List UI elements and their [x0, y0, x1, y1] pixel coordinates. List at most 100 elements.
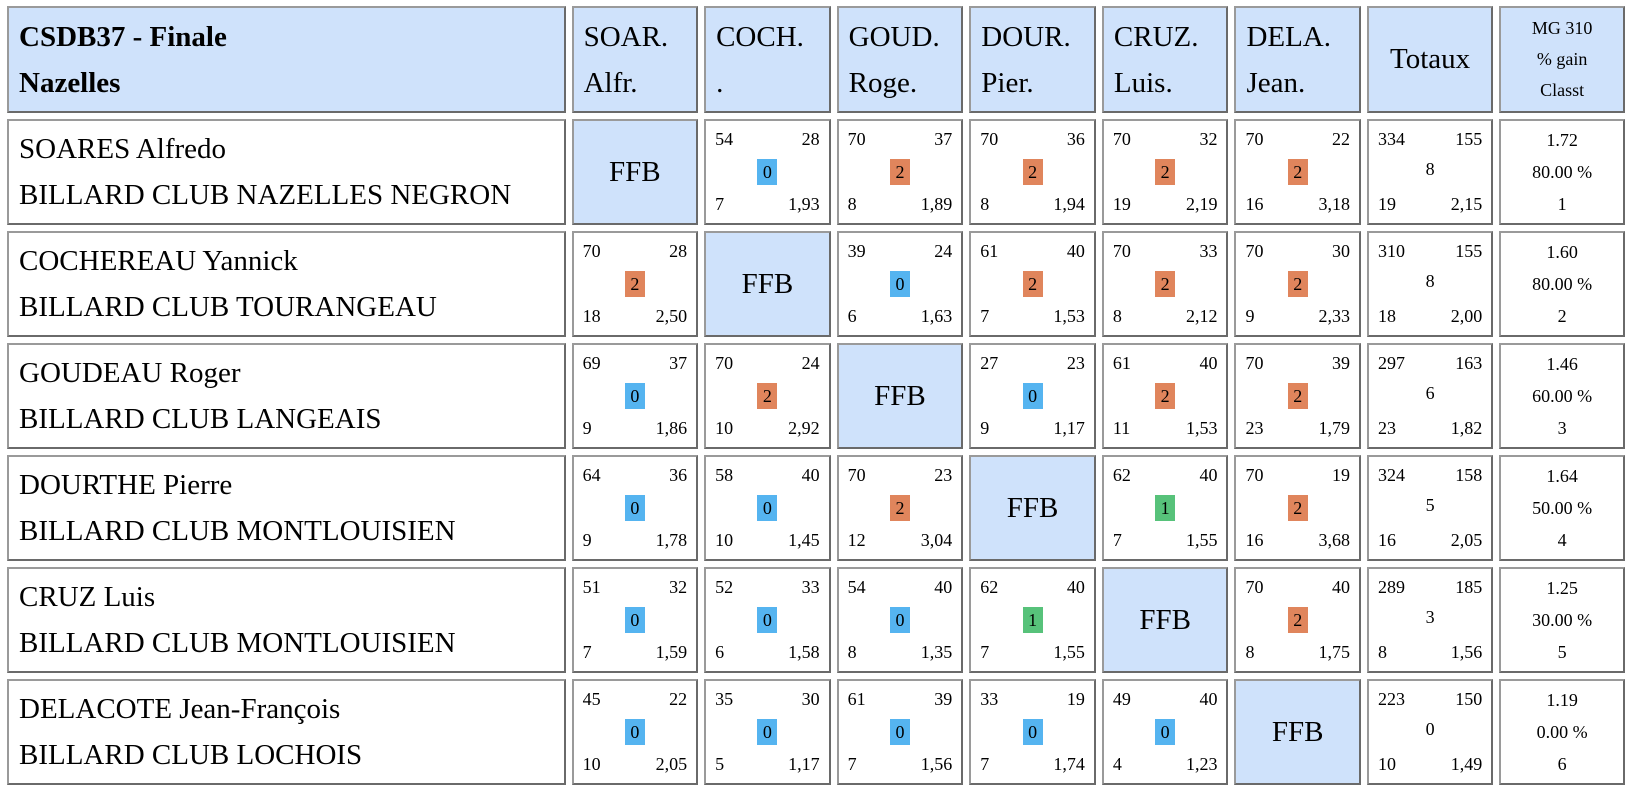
- innings: 8: [847, 642, 857, 662]
- match-cell: 70 22 2 16 3,18: [1234, 119, 1361, 225]
- gain-percent: 50.00 %: [1532, 498, 1593, 518]
- result-badge: 0: [889, 607, 910, 633]
- result-wrap: 0: [706, 159, 829, 185]
- player-row: GOUDEAU Roger BILLARD CLUB LANGEAIS 69 37 0 9…: [7, 343, 1625, 449]
- points: 70: [1245, 577, 1264, 597]
- innings: 16: [1245, 530, 1264, 550]
- general-average: 1.19: [1546, 690, 1578, 710]
- points: 70: [1112, 129, 1131, 149]
- match-cell: 70 36 2 8 1,94: [969, 119, 1096, 225]
- col-header-abbr: DELA.: [1246, 20, 1332, 53]
- totals-grid: 334 155 8 19 2,15: [1369, 121, 1491, 223]
- best-series: 19: [1066, 689, 1085, 709]
- player-club: BILLARD CLUB TOURANGEAU: [19, 291, 437, 323]
- result-wrap: 0: [574, 495, 697, 521]
- mg-cell: 1.72 80.00 % 1: [1499, 119, 1625, 225]
- average: 1,53: [1185, 418, 1218, 438]
- best-series: 40: [1199, 465, 1218, 485]
- player-row: COCHEREAU Yannick BILLARD CLUB TOURANGEAU…: [7, 231, 1625, 337]
- totals-grid: 310 155 8 18 2,00: [1369, 233, 1491, 335]
- innings: 8: [1112, 306, 1122, 326]
- match-cell: 49 40 0 4 1,23: [1101, 679, 1229, 785]
- innings: 7: [582, 642, 592, 662]
- points: 33: [980, 689, 999, 709]
- innings: 12: [847, 530, 866, 550]
- result-badge: 2: [1155, 271, 1176, 297]
- total-match-points: 8: [1425, 159, 1435, 179]
- ffb-cell: FFB: [1234, 679, 1361, 785]
- innings: 7: [980, 754, 990, 774]
- innings: 16: [1245, 194, 1264, 214]
- average: 1,55: [1185, 530, 1218, 550]
- best-series: 32: [1199, 129, 1218, 149]
- result-badge: 2: [1155, 383, 1176, 409]
- average: 3,68: [1318, 530, 1350, 550]
- player-name: COCHEREAU Yannick: [19, 245, 298, 277]
- innings: 16: [1377, 530, 1396, 550]
- match-cell: 51 32 0 7 1,59: [571, 567, 699, 673]
- col-header-first: Roge.: [848, 66, 918, 99]
- general-average: 1.72: [1546, 130, 1578, 150]
- result-wrap: 2: [1236, 607, 1359, 633]
- best-series: 23: [934, 465, 953, 485]
- best-series: 22: [1331, 129, 1350, 149]
- match-cell: 70 24 2 10 2,92: [704, 343, 831, 449]
- best-series: 40: [1199, 353, 1218, 373]
- col-header-2: COCH..: [704, 6, 831, 113]
- best-series: 155: [1455, 241, 1483, 261]
- innings: 9: [582, 418, 592, 438]
- result-wrap: 2: [706, 383, 829, 409]
- best-series: 40: [1331, 577, 1350, 597]
- result-wrap: 2: [971, 271, 1094, 297]
- gain-header-line: % gain: [1536, 49, 1588, 69]
- best-series: 24: [934, 241, 953, 261]
- result-wrap: 1: [971, 607, 1094, 633]
- best-series: 40: [1199, 689, 1218, 709]
- points: 70: [582, 241, 601, 261]
- player-club: BILLARD CLUB MONTLOUISIEN: [19, 627, 456, 659]
- innings: 6: [847, 306, 857, 326]
- ranking: 3: [1557, 418, 1567, 438]
- average: 1,59: [655, 642, 688, 662]
- best-series: 39: [934, 689, 953, 709]
- results-body: CSDB37 - Finale Nazelles SOAR. Alfr. COCH…: [7, 6, 1625, 785]
- best-series: 30: [1331, 241, 1350, 261]
- player-club: BILLARD CLUB NAZELLES NEGRON: [19, 179, 512, 211]
- result-wrap: 6: [1369, 383, 1491, 404]
- match-cell: 27 23 0 9 1,17: [969, 343, 1096, 449]
- match-cell: 33 19 0 7 1,74: [969, 679, 1096, 785]
- innings: 9: [980, 418, 990, 438]
- average: 2,12: [1185, 306, 1218, 326]
- match-grid: 70 37 2 8 1,89: [839, 121, 962, 223]
- match-cell: 54 40 0 8 1,35: [836, 567, 964, 673]
- best-series: 40: [1066, 577, 1085, 597]
- ffb-cell: FFB: [571, 119, 699, 225]
- average: 1,23: [1185, 754, 1218, 774]
- result-wrap: 3: [1369, 607, 1491, 628]
- innings: 7: [1112, 530, 1122, 550]
- player-row: CRUZ Luis BILLARD CLUB MONTLOUISIEN 5 1 32 0 7…: [7, 567, 1625, 673]
- result-badge: 0: [1022, 383, 1043, 409]
- best-series: 32: [669, 577, 688, 597]
- general-average: 1.60: [1546, 242, 1578, 262]
- result-badge: 2: [1022, 159, 1043, 185]
- player-cell: CRUZ Luis BILLARD CLUB MONTLOUISIEN: [7, 567, 566, 673]
- result-badge: 2: [1287, 383, 1308, 409]
- points: 49: [1112, 689, 1131, 709]
- innings: 23: [1377, 418, 1396, 438]
- result-badge: 2: [1287, 271, 1308, 297]
- totals-grid: 289 185 3 8 1,56: [1369, 569, 1491, 671]
- ranking: 5: [1557, 642, 1567, 662]
- innings: 7: [847, 754, 857, 774]
- innings: 23: [1245, 418, 1264, 438]
- col-header-first: Jean.: [1246, 66, 1306, 99]
- match-grid: 70 23 2 12 3,04: [839, 457, 962, 559]
- innings: 5: [715, 754, 725, 774]
- innings: 11: [1112, 418, 1131, 438]
- best-series: 163: [1455, 353, 1483, 373]
- result-wrap: 0: [706, 607, 829, 633]
- best-series: 37: [934, 129, 953, 149]
- best-series: 158: [1455, 465, 1483, 485]
- player-name: SOARES Alfredo: [19, 133, 227, 165]
- innings: 7: [980, 642, 990, 662]
